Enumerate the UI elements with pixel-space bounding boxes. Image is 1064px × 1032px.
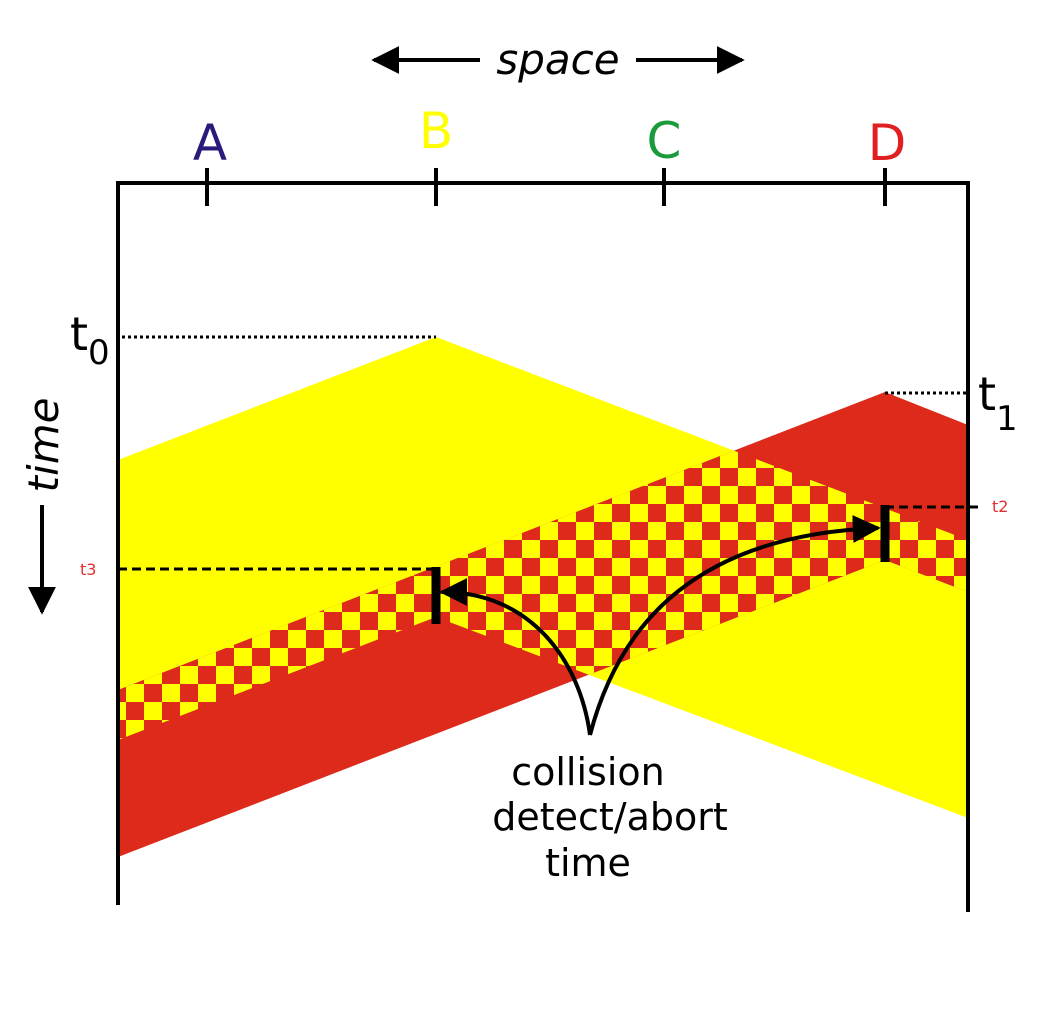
station-label: A [193, 114, 227, 172]
station-label: D [868, 114, 907, 172]
t2-label: t2 [992, 497, 1008, 516]
frame [116, 168, 970, 912]
annotation-text: time [545, 841, 631, 885]
t1-label: t1 [978, 367, 1018, 439]
space-label: space [496, 35, 619, 84]
time-label: time [19, 398, 68, 493]
station-label: B [419, 102, 453, 160]
t0-label: t0 [70, 307, 110, 373]
annotation-arrow [439, 578, 592, 736]
annotation-text: collision [511, 750, 665, 794]
t3-label: t3 [80, 560, 96, 579]
annotation-text: detect/abort [492, 795, 728, 839]
station-label: C [647, 112, 682, 170]
annotation-arrow [588, 515, 881, 736]
